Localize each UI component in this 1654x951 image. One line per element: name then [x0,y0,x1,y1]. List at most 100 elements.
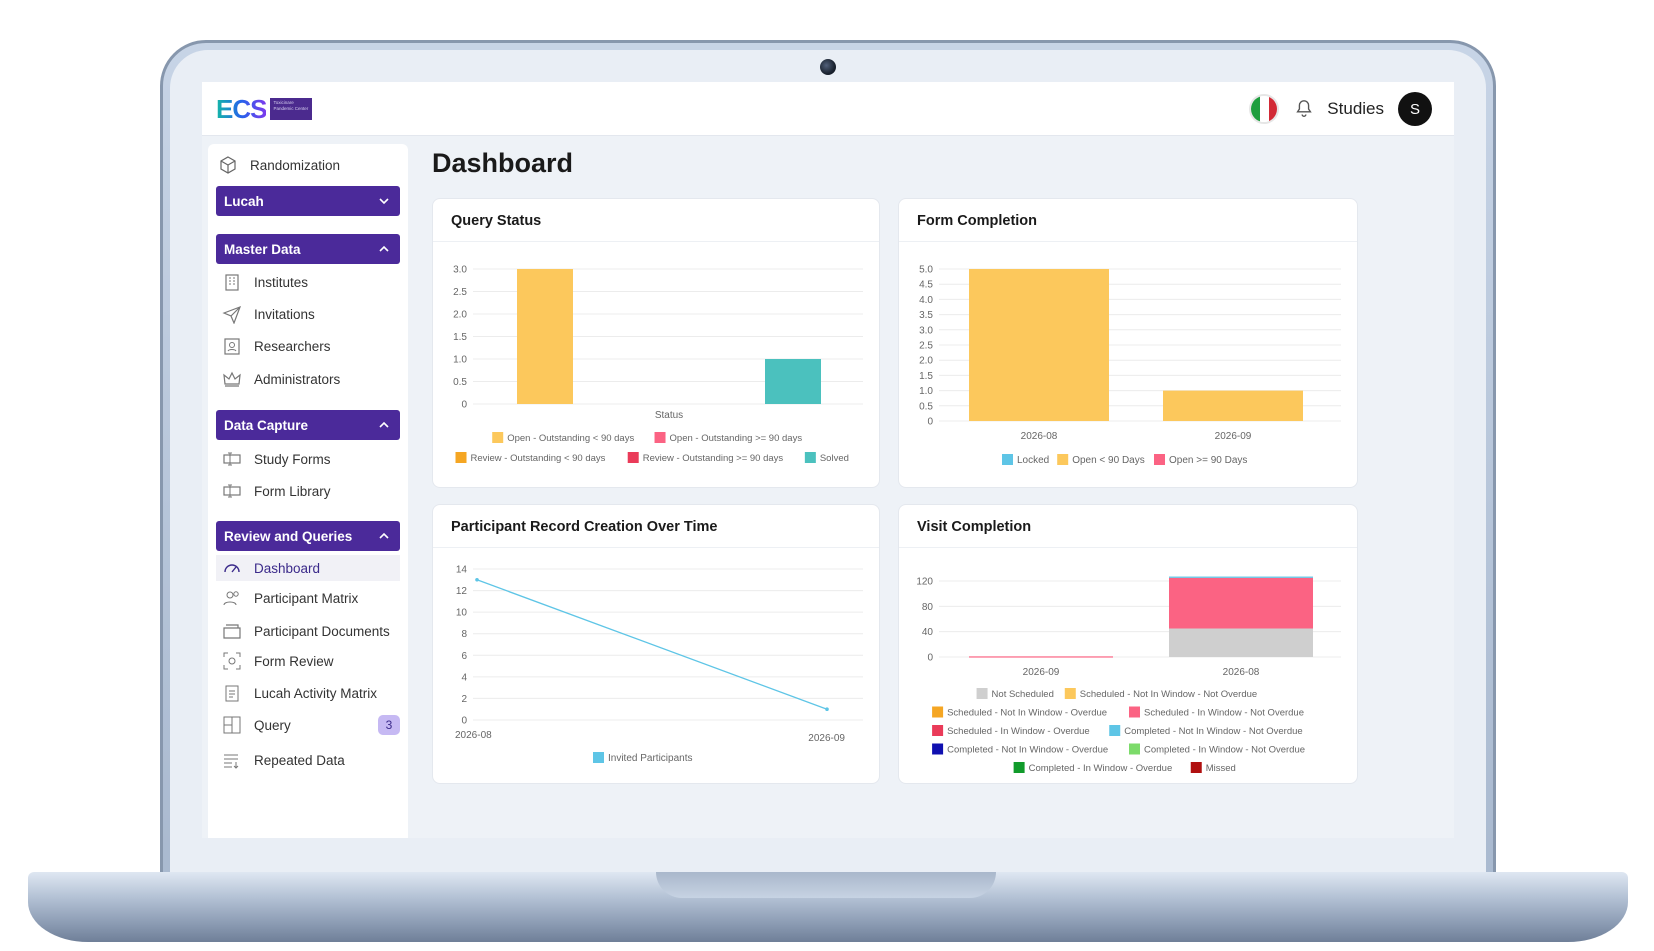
query-status-card: Query Status 0 0.5 1.0 1.5 2.0 2.5 3.0 Status Op… [432,198,880,488]
app-screen: ECS Toxicinare Pandemic Center Studies S… [202,82,1454,838]
legend-swatch [932,743,944,755]
legend-label: Missed [1206,763,1236,774]
y-tick-label: 0.5 [453,377,467,388]
clipboard-icon [225,685,239,702]
study-select[interactable]: Lucah [216,186,400,216]
sidebar-item-researchers[interactable]: Researchers [222,333,406,359]
legend-swatch [932,706,944,718]
sidebar-item-repeated-data[interactable]: Repeated Data [222,747,406,773]
legend-label: Open - Outstanding >= 90 days [670,433,803,444]
y-tick-label: 14 [456,565,468,576]
laptop-notch [656,872,996,898]
crown-icon [223,371,241,387]
legend-swatch [1190,762,1202,773]
sidebar-item-label: Invitations [254,306,315,322]
sidebar-item-form-review[interactable]: Form Review [222,648,406,674]
logo-text: ECS [216,94,267,124]
sidebar-item-study-forms[interactable]: Study Forms [222,446,406,472]
y-tick-label: 4 [461,672,467,683]
section-title: Data Capture [224,417,309,433]
legend-swatch [1064,688,1076,699]
sidebar-item-dashboard[interactable]: Dashboard [216,555,400,581]
bell-icon[interactable] [1293,98,1315,120]
legend-swatch [1129,743,1140,755]
visit-completion-chart: 0 40 80 120 2026-09 2026-08 Not Scheduled Sched… [916,577,1341,774]
legend-swatch [455,452,467,463]
sidebar-item-label: Administrators [254,371,341,387]
form-completion-chart: 0 0.5 1.0 1.5 2.0 2.5 3.0 3.5 4.0 4.5 5.0 2026-08 20… [919,265,1341,466]
form-icon [223,484,241,498]
stacked-bar-segment [1169,577,1313,629]
legend-label: Completed - In Window - Overdue [1029,763,1173,774]
studies-link[interactable]: Studies [1327,99,1384,118]
study-select-value: Lucah [224,193,264,209]
sidebar-item-participant-documents[interactable]: Participant Documents [222,618,406,644]
visit-completion-card: Visit Completion 0 40 80 120 2026-09 2026-08 N… [898,504,1358,784]
sidebar-item-query[interactable]: Query 3 [222,712,406,738]
sidebar-item-activity-matrix[interactable]: Lucah Activity Matrix [222,680,406,706]
legend-swatch [1013,762,1025,773]
card-title: Visit Completion [917,519,1032,535]
sidebar-item-label: Form Review [254,653,334,669]
user-avatar[interactable]: S [1398,92,1432,126]
legend-label: Completed - Not In Window - Overdue [947,745,1108,756]
y-tick-label: 0 [461,716,467,727]
sidebar-item-invitations[interactable]: Invitations [222,301,406,327]
y-tick-label: 120 [916,577,933,588]
sidebar-item-label: Form Library [254,483,331,499]
y-tick-label: 0 [927,417,933,428]
top-bar: ECS Toxicinare Pandemic Center Studies S [202,82,1454,136]
chevron-up-icon [379,532,389,539]
sidebar-item-institutes[interactable]: Institutes [222,269,406,295]
card-title: Form Completion [917,213,1038,229]
legend-swatch [1002,454,1013,465]
chevron-up-icon [379,245,389,252]
sidebar-item-form-library[interactable]: Form Library [222,478,406,504]
x-tick-label: 2026-08 [1223,667,1260,678]
y-tick-label: 2.0 [453,310,467,321]
chevron-down-icon [379,198,389,205]
scan-icon [223,652,241,670]
stacked-bar-segment [1169,628,1313,657]
y-tick-label: 1.5 [919,371,933,382]
building-icon [225,274,239,291]
legend-swatch [627,452,639,463]
legend-label: Solved [820,453,849,464]
section-data-capture[interactable]: Data Capture [216,410,400,440]
legend-label: Scheduled - In Window - Overdue [947,726,1090,737]
y-tick-label: 12 [456,586,468,597]
legend-swatch [1057,454,1069,465]
sidebar-item-participant-matrix[interactable]: Participant Matrix [222,585,406,611]
y-tick-label: 5.0 [919,265,933,276]
y-tick-label: 3.5 [919,310,933,321]
y-tick-label: 4.5 [919,280,933,291]
sidebar-item-administrators[interactable]: Administrators [222,366,406,392]
chevron-up-icon [379,421,389,428]
legend-label: Open >= 90 Days [1169,455,1247,466]
y-tick-label: 2.5 [453,287,467,298]
legend-swatch [932,725,944,736]
y-tick-label: 6 [461,651,467,662]
sidebar-item-label: Lucah Activity Matrix [254,685,378,701]
form-completion-card: Form Completion 0 0.5 1.0 1.5 2.0 2.5 3.0 3.5 4.… [898,198,1358,488]
sidebar-item-label: Study Forms [254,451,331,467]
cube-icon [220,156,236,174]
italian-flag-icon[interactable] [1249,94,1280,124]
sidebar-item-randomization[interactable]: Randomization [218,152,402,178]
series-line [476,579,828,710]
section-review-queries[interactable]: Review and Queries [216,521,400,551]
legend-label: Review - Outstanding >= 90 days [643,453,784,464]
y-tick-label: 80 [922,602,934,613]
app-logo[interactable]: ECS Toxicinare Pandemic Center [216,94,313,124]
legend-swatch [804,452,816,463]
x-axis-label: Status [655,410,683,421]
legend-swatch [1109,725,1121,736]
y-tick-label: 4.0 [919,295,933,306]
y-tick-label: 2.0 [919,356,933,367]
legend-swatch [1154,454,1165,465]
data-point [825,707,829,712]
page-title: Dashboard [432,148,574,178]
data-point [475,577,479,582]
y-tick-label: 2 [461,694,467,705]
section-master-data[interactable]: Master Data [216,234,400,264]
